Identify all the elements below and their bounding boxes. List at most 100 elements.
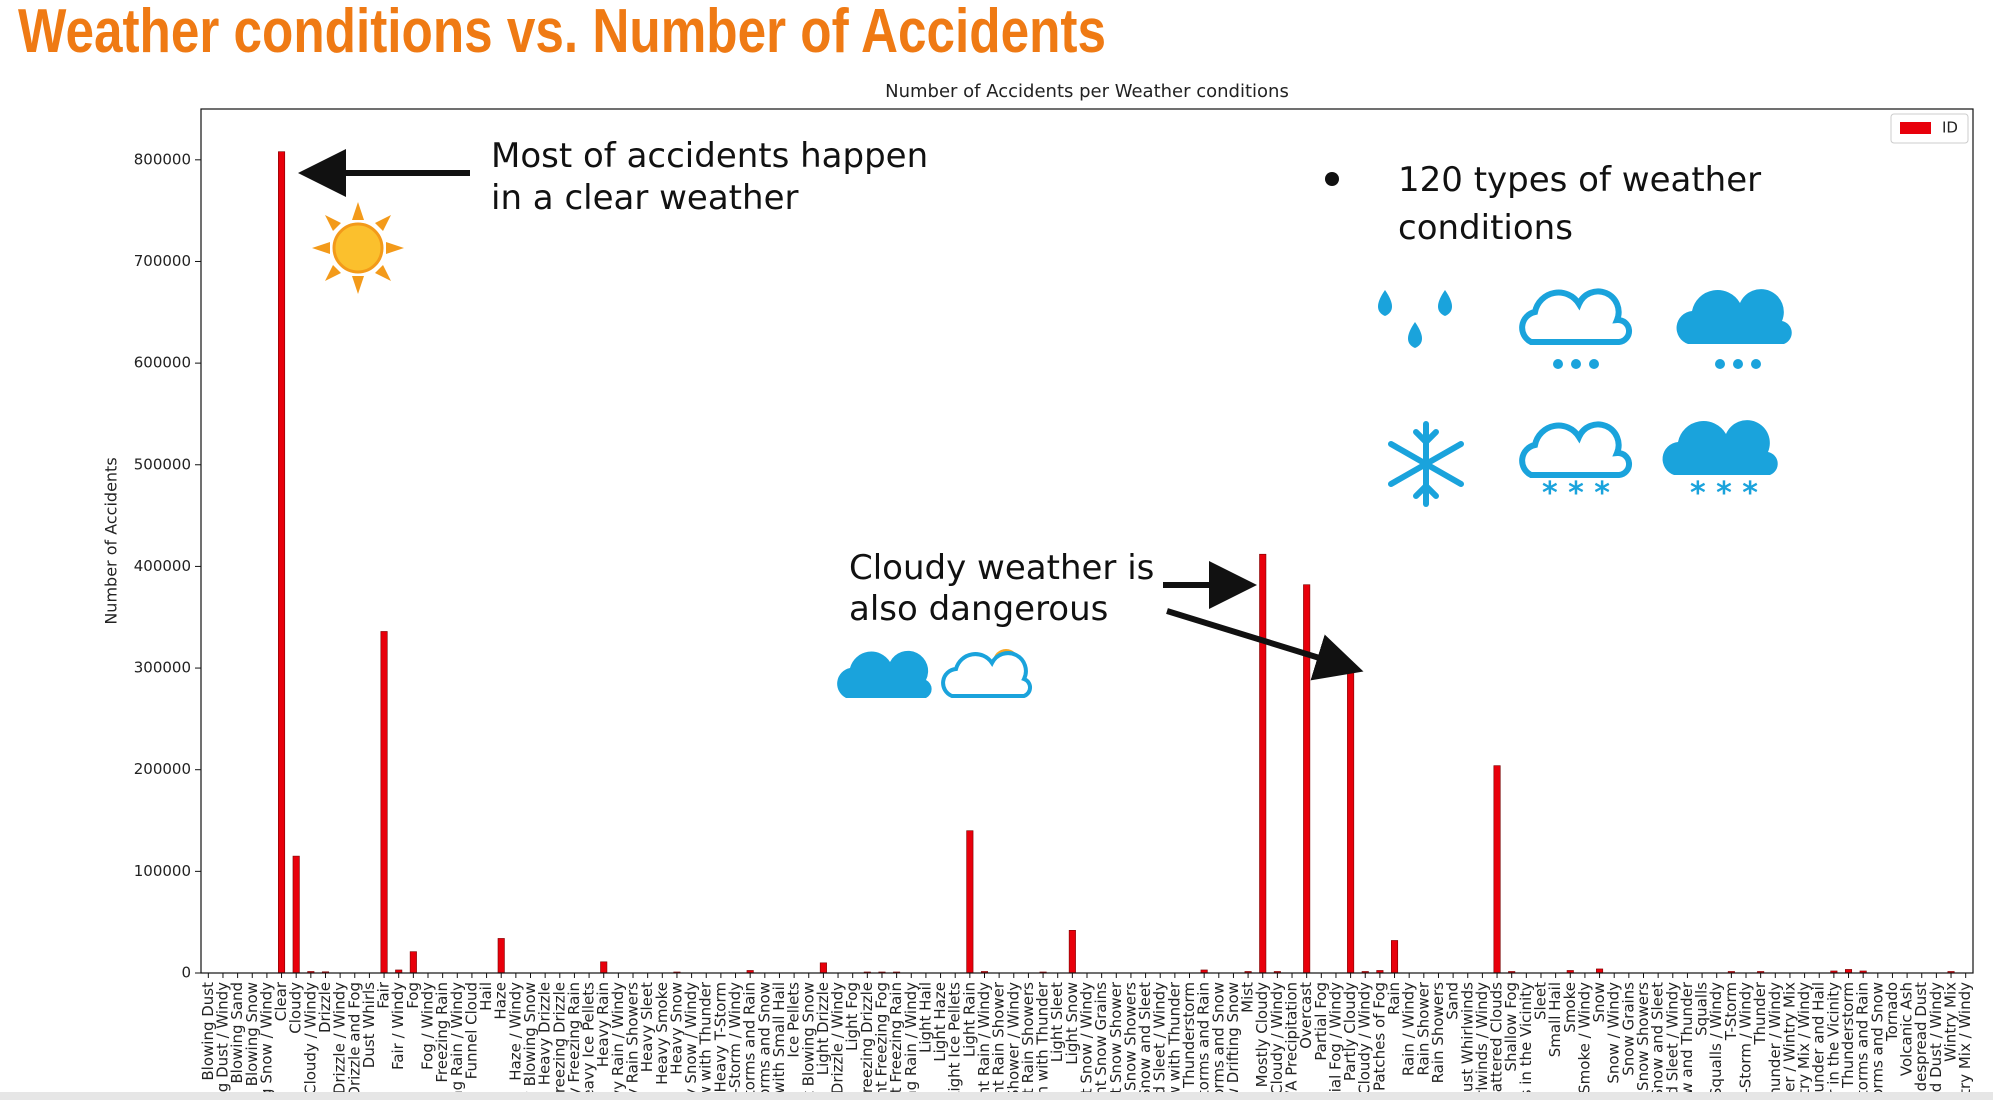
x-tick-label: Snow Showers (1634, 982, 1652, 1091)
bullet-text: 120 types of weather (1398, 160, 1761, 200)
x-tick-label: Heavy Blowing Snow (521, 982, 539, 1100)
sun-icon (312, 202, 404, 294)
x-tick-label: Light Snow (1063, 982, 1081, 1065)
x-tick-label: Light Thunderstorms and Rain (1195, 982, 1213, 1100)
x-tick-label: Heavy Rain (594, 982, 612, 1067)
x-tick-label: Heavy Ice Pellets (580, 982, 598, 1100)
bar (292, 855, 300, 974)
bottom-strip (0, 1092, 1993, 1100)
y-tick-label: 0 (181, 964, 191, 982)
x-tick-label: Heavy Snow (667, 982, 685, 1075)
x-tick-label: Light Rain / Windy (975, 982, 993, 1100)
x-tick-label: Snow / Windy (1605, 982, 1623, 1084)
x-tick-label: Light Drizzle / Windy (829, 982, 847, 1100)
x-tick-label: Light Blowing Snow (799, 982, 817, 1100)
legend-swatch (1900, 122, 1931, 134)
x-tick-label: Light Snow and Sleet / Windy (1151, 982, 1169, 1100)
plot-area: 0 100000 200000 300000 400000 500000 600000 700… (134, 150, 1974, 1100)
x-tick-label: Funnel Cloud (462, 982, 480, 1079)
x-tick-label: T-Storm / Windy (1737, 982, 1755, 1100)
x-tick-label: Heavy Freezing Rain (565, 982, 583, 1100)
rain-cloud-icon (1676, 289, 1792, 369)
slide-title: Weather conditions vs. Number of Acciden… (18, 0, 1106, 66)
x-tick-label: Heavy Thunderstorms with Small Hail (770, 982, 788, 1100)
x-tick-label: Freezing Rain / Windy (448, 982, 466, 1100)
x-tick-label: Light Snow Showers (1121, 982, 1139, 1100)
x-tick-label: Smoke / Windy (1575, 982, 1593, 1094)
x-tick-label: Heavy T-Storm (711, 982, 729, 1093)
x-tick-label: Squalls / Windy (1707, 982, 1725, 1097)
snow-cloud-outline-icon: * * * (1519, 421, 1633, 511)
x-tick-label: Sand / Dust Whirlwinds / Windy (1473, 982, 1491, 1100)
x-tick-label: Light Drizzle (814, 982, 832, 1075)
x-tick-label: T-Storm (1722, 982, 1740, 1041)
x-tick-label: Volcanic Ash (1898, 982, 1916, 1076)
x-tick-label: Small Hail (1546, 982, 1564, 1057)
x-tick-label: Drizzle / Windy (331, 982, 349, 1094)
x-tick-label: Light Snow and Sleet (1136, 982, 1154, 1100)
x-tick-label: Light Snow with Thunder (1165, 981, 1183, 1100)
x-tick-label: Light Ice Pellets (946, 982, 964, 1100)
bar (1596, 968, 1604, 974)
x-tick-label: Heavy Thunderstorms and Snow (755, 982, 773, 1100)
x-tick-label: Thunderstorm (1839, 982, 1857, 1089)
x-tick-label: Rain / Windy (1400, 982, 1418, 1076)
x-tick-label: Overcast (1297, 982, 1315, 1049)
axes-frame (200, 108, 1974, 974)
x-tick-label: Ice Pellets (785, 982, 803, 1058)
x-tick-label: Sleet (1531, 982, 1549, 1020)
x-tick-label: Fog / Windy (418, 982, 436, 1070)
snow-cloud-icon: * * * (1662, 420, 1778, 511)
x-tick-label: Light Fog (843, 982, 861, 1051)
bullet-dot (1325, 172, 1339, 186)
svg-text:* * *: * * * (1542, 476, 1610, 511)
x-tick-label: Heavy Snow with Thunder (697, 981, 715, 1100)
y-tick-label: 400000 (134, 557, 191, 575)
x-tick-label: Thunderstorms and Rain (1854, 982, 1872, 1100)
x-tick-label: Freezing Rain (433, 982, 451, 1083)
bar (278, 151, 286, 974)
x-tick-label: Thunder / Windy (1766, 982, 1784, 1100)
bar (600, 961, 608, 974)
bar (1068, 930, 1076, 974)
y-tick-label: 500000 (134, 455, 191, 473)
y-tick-label: 600000 (134, 354, 191, 372)
bar (966, 830, 974, 974)
arrow (1166, 608, 1364, 681)
x-tick-label: Thunder and Hail (1810, 982, 1828, 1100)
x-tick-label: Thunder / Wintry Mix / Windy (1795, 982, 1813, 1100)
x-tick-label: Drizzle and Fog (345, 982, 363, 1098)
annotation: also dangerous (849, 589, 1108, 629)
x-tick-label: Light Snow / Windy (1078, 982, 1096, 1100)
x-tick-label: Wintry Mix (1942, 982, 1960, 1062)
x-tick-label: Blowing Sand (228, 982, 246, 1084)
annotation: Most of accidents happen (491, 136, 928, 176)
x-tick-label: Snow and Sleet / Windy (1663, 982, 1681, 1100)
cloud-icon (837, 650, 932, 698)
x-tick-label: Low Drifting Snow (1224, 982, 1242, 1100)
x-tick-label: Blowing Snow / Windy (257, 982, 275, 1100)
x-tick-label: Light Rain with Thunder (1034, 981, 1052, 1100)
x-tick-label: Blowing Snow (243, 982, 261, 1086)
x-tick-label: Light Freezing Drizzle (858, 982, 876, 1100)
x-tick-label: Light Hail (916, 982, 934, 1053)
y-tick-label: 300000 (134, 659, 191, 677)
x-tick-label: Thunder / Wintry Mix (1780, 982, 1798, 1100)
x-tick-label: Partial Fog (1312, 982, 1330, 1061)
x-tick-label: Thunderstorms and Snow (1868, 982, 1886, 1100)
chart-title: Number of Accidents per Weather conditio… (885, 81, 1289, 102)
x-tick-label: Rain Shower (1414, 981, 1432, 1075)
partly-cloudy-icon (941, 649, 1032, 698)
x-tick-label: Light Snow Grains (1092, 982, 1110, 1100)
y-tick-label: 200000 (134, 760, 191, 778)
x-tick-label: Clear (272, 981, 290, 1021)
x-tick-label: Partly Cloudy (1341, 982, 1359, 1081)
x-tick-label: Light Haze (931, 982, 949, 1062)
bar (1347, 671, 1355, 974)
x-tick-label: Heavy Rain / Windy (609, 982, 627, 1100)
x-tick-label: Light Sleet (1048, 982, 1066, 1062)
x-tick-label: Blowing Dust (199, 982, 217, 1081)
bar (409, 951, 417, 974)
x-tick-label: Heavy T-Storm / Windy (726, 982, 744, 1100)
